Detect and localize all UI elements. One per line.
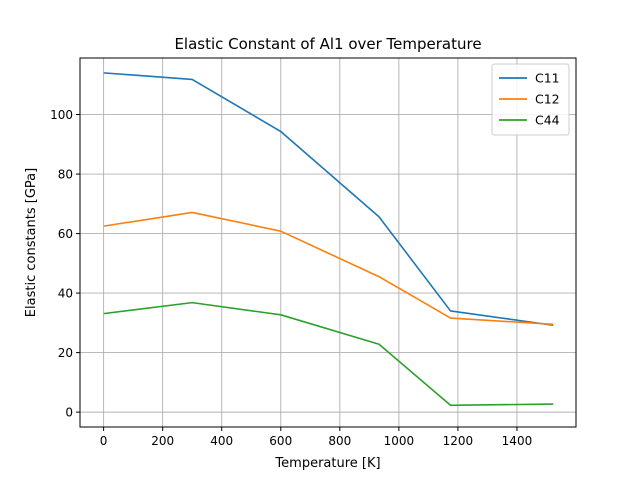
legend-label-c44: C44 — [535, 113, 560, 128]
plot-frame — [79, 57, 577, 428]
x-tick-label: 1000 — [384, 434, 415, 448]
y-tick-label: 60 — [58, 227, 73, 241]
x-tick-label: 400 — [210, 434, 233, 448]
series-line-c12 — [103, 211, 554, 326]
y-tick-label: 40 — [58, 286, 73, 300]
chart-title: Elastic Constant of Al1 over Temperature — [174, 35, 481, 53]
x-tick-label: 1200 — [443, 434, 474, 448]
y-tick-label: 20 — [58, 346, 73, 360]
ticks: 0 200 400 600 800 1000 1200 1400 0 20 40 60 80 100 — [50, 108, 532, 448]
x-tick-label: 1400 — [502, 434, 533, 448]
x-tick-label: 0 — [100, 434, 108, 448]
legend-box — [491, 63, 570, 136]
x-tick-label: 600 — [269, 434, 292, 448]
series-line-c44 — [103, 301, 554, 407]
series-layer — [103, 72, 554, 407]
x-tick-label: 200 — [151, 434, 174, 448]
x-axis-label: Temperature [K] — [274, 456, 380, 471]
series-line-c11 — [103, 72, 554, 327]
x-tick-label: 800 — [328, 434, 351, 448]
y-tick-label: 80 — [58, 167, 73, 181]
y-tick-label: 0 — [65, 405, 73, 419]
y-tick-label: 100 — [50, 108, 73, 122]
y-axis-label: Elastic constants [GPa] — [24, 168, 39, 317]
legend-label-c11: C11 — [535, 71, 560, 86]
legend: C11 C12 C44 — [491, 63, 570, 136]
legend-label-c12: C12 — [535, 92, 560, 107]
